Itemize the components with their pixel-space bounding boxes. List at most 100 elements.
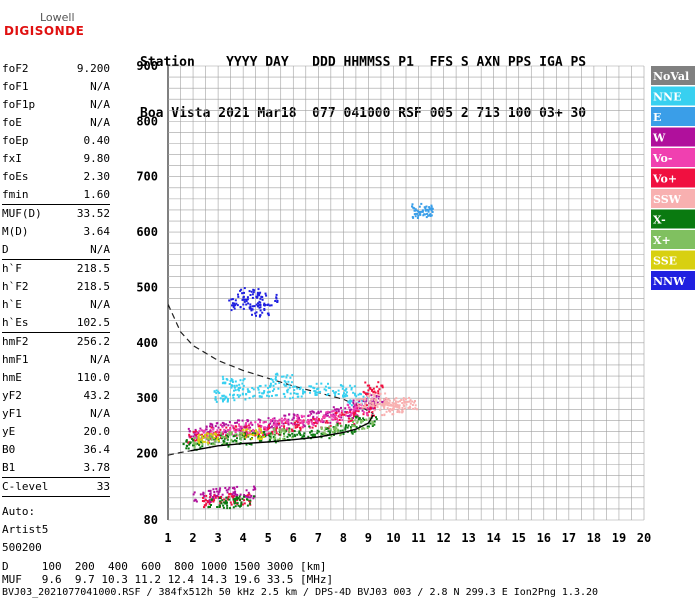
data-point-nnw xyxy=(268,304,271,307)
param-row: C-level 33 xyxy=(2,478,110,496)
data-point-vo xyxy=(356,414,359,416)
data-point-vo xyxy=(271,417,274,420)
data-point-sse xyxy=(204,434,207,436)
y-tick-label: 700 xyxy=(136,170,158,184)
data-point-nnw xyxy=(255,295,258,298)
data-point-nnw xyxy=(255,314,257,317)
data-point-x xyxy=(312,433,315,436)
data-point-sse xyxy=(217,436,219,439)
data-point-ssw xyxy=(398,410,401,413)
param-row: yF2 43.2 xyxy=(2,387,110,405)
data-point-vo xyxy=(286,427,289,430)
data-point-nne xyxy=(332,390,335,392)
data-point-e xyxy=(418,205,421,208)
data-point-vo xyxy=(355,409,358,412)
data-point-nne xyxy=(298,388,301,391)
data-point-nnw xyxy=(231,302,234,305)
data-point-vo xyxy=(309,414,311,417)
data-point-nne xyxy=(292,385,295,388)
data-point-nne xyxy=(277,387,280,390)
data-point-ssw xyxy=(360,402,363,405)
data-point-nnw xyxy=(275,293,278,296)
param-row: h`F2 218.5 xyxy=(2,278,110,296)
data-point-vo xyxy=(221,432,224,435)
data-point-ssw xyxy=(387,402,390,405)
data-point-w xyxy=(282,422,285,425)
data-point-vo xyxy=(259,421,261,424)
data-point-ssw xyxy=(414,400,416,402)
data-point-w xyxy=(245,489,248,492)
data-point-w xyxy=(195,500,198,503)
data-point-vo xyxy=(373,406,376,409)
data-point-w xyxy=(352,401,355,404)
data-point-vo xyxy=(285,419,288,422)
data-point-x xyxy=(209,434,212,437)
data-point-x xyxy=(323,429,326,432)
data-point-nne xyxy=(355,395,358,398)
data-point-nnw xyxy=(240,288,243,291)
data-point-ssw xyxy=(414,404,417,407)
data-point-vo xyxy=(355,405,358,408)
data-point-x xyxy=(230,433,232,436)
data-point-vo xyxy=(217,434,220,437)
data-point-nne xyxy=(271,378,274,381)
data-point-ssw xyxy=(379,400,382,403)
data-point-x xyxy=(316,432,319,435)
data-point-x xyxy=(283,435,286,438)
data-point-x xyxy=(229,507,231,510)
data-point-w xyxy=(205,425,208,428)
data-point-w xyxy=(246,496,249,498)
param-name: MUF(D) xyxy=(2,207,42,220)
data-point-nne xyxy=(349,399,352,402)
data-point-x xyxy=(219,497,221,500)
data-point-ssw xyxy=(357,398,360,401)
data-point-vo xyxy=(345,414,347,417)
data-point-ssw xyxy=(405,403,408,406)
data-point-vo xyxy=(275,432,278,435)
data-point-w xyxy=(212,496,214,498)
data-point-ssw xyxy=(380,403,383,406)
data-point-vo xyxy=(207,439,210,442)
data-point-w xyxy=(217,493,220,496)
data-point-vo xyxy=(239,427,242,430)
data-point-w xyxy=(249,426,252,429)
data-point-w xyxy=(296,413,299,416)
data-point-vo xyxy=(378,388,381,391)
data-point-x xyxy=(272,435,275,438)
data-point-e xyxy=(424,207,427,209)
param-name: h`F2 xyxy=(2,280,29,293)
data-point-e xyxy=(425,216,428,219)
data-point-vo xyxy=(280,417,283,420)
data-point-sse xyxy=(258,427,261,430)
data-point-w xyxy=(228,486,231,489)
data-point-x xyxy=(321,433,324,435)
data-point-ssw xyxy=(385,402,388,405)
data-point-vo xyxy=(316,416,318,419)
data-point-vo xyxy=(331,415,334,418)
data-point-nne xyxy=(337,393,340,395)
param-value: N/A xyxy=(90,80,110,93)
data-point-vo xyxy=(218,431,221,434)
data-point-w xyxy=(222,422,225,425)
data-point-x xyxy=(245,443,248,446)
data-point-ssw xyxy=(404,401,407,404)
data-point-nne xyxy=(233,384,236,387)
data-point-vo xyxy=(283,418,286,421)
footer-distance: D 100 200 400 600 800 1000 1500 3000 [km… xyxy=(2,560,327,573)
data-point-vo xyxy=(356,407,359,410)
data-point-nne xyxy=(217,390,220,393)
param-name: h`E xyxy=(2,298,22,311)
data-point-sse xyxy=(203,440,206,443)
data-point-ssw xyxy=(356,402,359,405)
data-point-w xyxy=(202,493,205,496)
data-point-nne xyxy=(247,390,250,393)
data-point-x xyxy=(228,430,231,433)
data-point-vo xyxy=(229,492,232,495)
data-point-x xyxy=(325,428,328,430)
data-point-vo xyxy=(330,410,333,413)
data-point-vo xyxy=(325,411,328,414)
data-point-x xyxy=(249,499,252,502)
data-point-nnw xyxy=(245,303,248,306)
param-row: fmin 1.60 xyxy=(2,186,110,204)
data-point-ssw xyxy=(378,394,381,397)
